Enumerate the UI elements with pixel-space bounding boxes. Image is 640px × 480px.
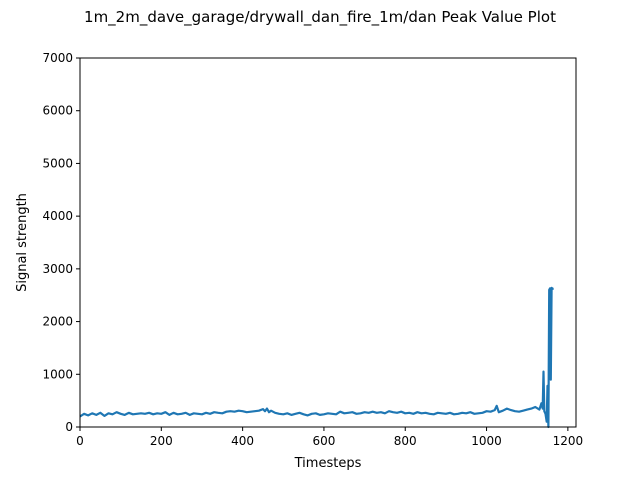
y-tick-label: 5000 — [42, 156, 73, 170]
series-line — [79, 286, 555, 429]
chart-title: 1m_2m_dave_garage/drywall_dan_fire_1m/da… — [84, 8, 556, 27]
y-tick-label: 3000 — [42, 262, 73, 276]
plot-area — [79, 286, 555, 429]
y-axis: 0 1000 2000 3000 4000 5000 6000 7000 — [42, 51, 80, 434]
x-axis-label: Timesteps — [294, 456, 362, 471]
x-tick-label: 1200 — [553, 434, 584, 448]
y-tick-label: 4000 — [42, 209, 73, 223]
x-tick-label: 800 — [394, 434, 417, 448]
x-tick-label: 200 — [150, 434, 173, 448]
x-tick-label: 400 — [231, 434, 254, 448]
x-axis: 0 200 400 600 800 1000 1200 — [76, 427, 583, 448]
x-tick-label: 1000 — [471, 434, 502, 448]
y-tick-label: 0 — [65, 420, 73, 434]
axes-frame — [79, 57, 577, 428]
y-tick-label: 2000 — [42, 315, 73, 329]
y-axis-label: Signal strength — [15, 193, 30, 292]
y-tick-label: 6000 — [42, 104, 73, 118]
y-tick-label: 1000 — [42, 367, 73, 381]
y-tick-label: 7000 — [42, 51, 73, 65]
x-tick-label: 600 — [312, 434, 335, 448]
x-tick-label: 0 — [76, 434, 84, 448]
